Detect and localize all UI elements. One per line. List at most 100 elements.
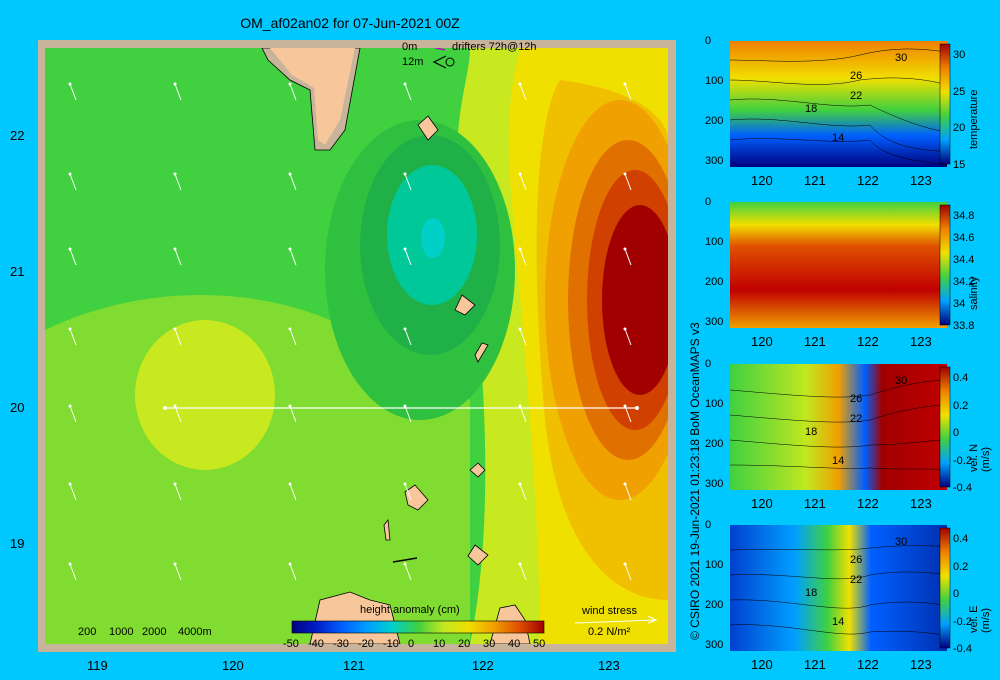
wind-arrow-head: [288, 404, 292, 408]
bathy-label: 1000: [109, 626, 134, 638]
vel-e-depth-tick: 300: [705, 639, 724, 651]
wind-arrow-head: [68, 247, 72, 251]
temperature-contour-label: 14: [832, 132, 845, 144]
lat-tick: 21: [10, 264, 25, 279]
vel-e-cbar-tick: -0.2: [953, 615, 972, 628]
wind-arrow: [289, 248, 297, 266]
salinity-cbar-tick: 34: [953, 298, 966, 310]
wind-arrow-head: [288, 327, 292, 331]
wind-arrow: [519, 248, 527, 266]
vel-e-depth-tick: 100: [705, 559, 724, 571]
wind-arrow-head: [518, 482, 522, 486]
height-anomaly-map: [45, 48, 668, 644]
vel-e-contour-label: 26: [850, 554, 863, 566]
wind-arrows: [68, 82, 632, 581]
wind-arrow: [404, 83, 412, 101]
lon-tick: 122: [472, 658, 494, 673]
temperature-lon-tick: 122: [857, 173, 879, 188]
temperature-lon-tick: 123: [910, 173, 932, 188]
temperature-depth-tick: 300: [705, 155, 724, 167]
wind-arrow: [624, 483, 632, 501]
page-title: OM_af02an02 for 07-Jun-2021 00Z: [240, 15, 460, 31]
vel-n-contour-label: 18: [805, 426, 818, 438]
salinity-lon-tick: 122: [857, 334, 879, 349]
wind-arrow-head: [173, 482, 177, 486]
temperature-contour-label: 26: [850, 70, 863, 82]
temperature-panel: [729, 41, 951, 167]
wind-arrow-head: [288, 482, 292, 486]
wind-arrow-head: [623, 327, 627, 331]
vel-n-depth-tick: 300: [705, 478, 724, 490]
wind-arrow: [624, 563, 632, 581]
temperature-axis-label: temperature: [968, 89, 980, 149]
temperature-contour-label: 30: [895, 52, 908, 64]
wind-arrow: [174, 328, 182, 346]
wind-arrow-head: [623, 247, 627, 251]
colorbar-tick-label: 0: [408, 638, 415, 650]
wind-arrow-head: [68, 562, 72, 566]
colorbar-tick-label: -30: [333, 638, 349, 650]
vel-e-cbar-tick: 0.4: [953, 533, 969, 545]
vel-n-cbar-tick: 0.4: [953, 372, 969, 384]
wind-arrow-head: [403, 482, 407, 486]
vel-e-lon-tick: 120: [751, 657, 773, 672]
drifter-depth-0: 0m: [402, 41, 418, 53]
wind-arrow: [404, 328, 412, 346]
vel-n-depth-tick: 0: [705, 358, 712, 370]
vel-e-cbar-tick: 0: [953, 588, 960, 600]
vel-e-depth-tick: 0: [705, 519, 712, 531]
wind-arrow: [69, 83, 77, 101]
salinity-depth-tick: 200: [705, 276, 724, 288]
colorbar-tick-label: 40: [508, 638, 521, 650]
wind-arrow-head: [518, 562, 522, 566]
temperature-contour-label: 22: [850, 90, 863, 102]
vel-n-lon-tick: 123: [910, 496, 932, 511]
vel-e-depth-tick: 200: [705, 599, 724, 611]
wind-arrow: [174, 173, 182, 191]
salinity-depth-tick: 100: [705, 236, 724, 248]
colorbar-tick-label: -10: [383, 638, 399, 650]
wind-arrow-head: [173, 247, 177, 251]
wind-arrow-head: [68, 404, 72, 408]
salinity-lon-tick: 123: [910, 334, 932, 349]
wind-arrow: [174, 83, 182, 101]
wind-arrow-head: [173, 327, 177, 331]
wind-arrow-head: [173, 172, 177, 176]
wind-arrow: [624, 328, 632, 346]
salinity-lon-tick: 121: [804, 334, 826, 349]
wind-arrow: [404, 248, 412, 266]
wind-arrow: [404, 563, 412, 581]
colorbar-tick-label: 30: [483, 638, 496, 650]
wind-arrow-head: [403, 562, 407, 566]
wind-arrow: [404, 405, 412, 423]
colorbar-tick-label: 10: [433, 638, 446, 650]
wind-arrow-head: [623, 482, 627, 486]
wind-arrow-head: [173, 562, 177, 566]
vel-n-cbar-tick: 0.2: [953, 399, 969, 412]
wind-arrow-head: [403, 172, 407, 176]
salinity-cbar-tick: 34.6: [953, 232, 975, 244]
wind-arrow-head: [403, 247, 407, 251]
vel-n-contour-label: 14: [832, 455, 845, 467]
wind-arrow: [624, 83, 632, 101]
bathy-label: 2000: [142, 626, 167, 638]
bathy-label: 4000m: [178, 626, 212, 638]
wind-arrow: [69, 483, 77, 501]
wind-stress-title: wind stress: [582, 605, 638, 617]
salinity-axis-label: salinity: [968, 276, 980, 310]
wind-arrow: [174, 563, 182, 581]
wind-arrow-head: [68, 482, 72, 486]
lat-tick: 20: [10, 400, 25, 415]
wind-arrow-head: [68, 327, 72, 331]
wind-arrow-head: [623, 172, 627, 176]
wind-arrow-head: [623, 82, 627, 86]
wind-arrow: [69, 173, 77, 191]
wind-arrow-head: [403, 404, 407, 408]
wind-arrow-head: [518, 172, 522, 176]
wind-arrow-head: [518, 247, 522, 251]
wind-arrow: [69, 248, 77, 266]
salinity-lon-tick: 120: [751, 334, 773, 349]
wind-arrow: [289, 405, 297, 423]
wind-arrow: [289, 83, 297, 101]
wind-arrow-head: [518, 327, 522, 331]
